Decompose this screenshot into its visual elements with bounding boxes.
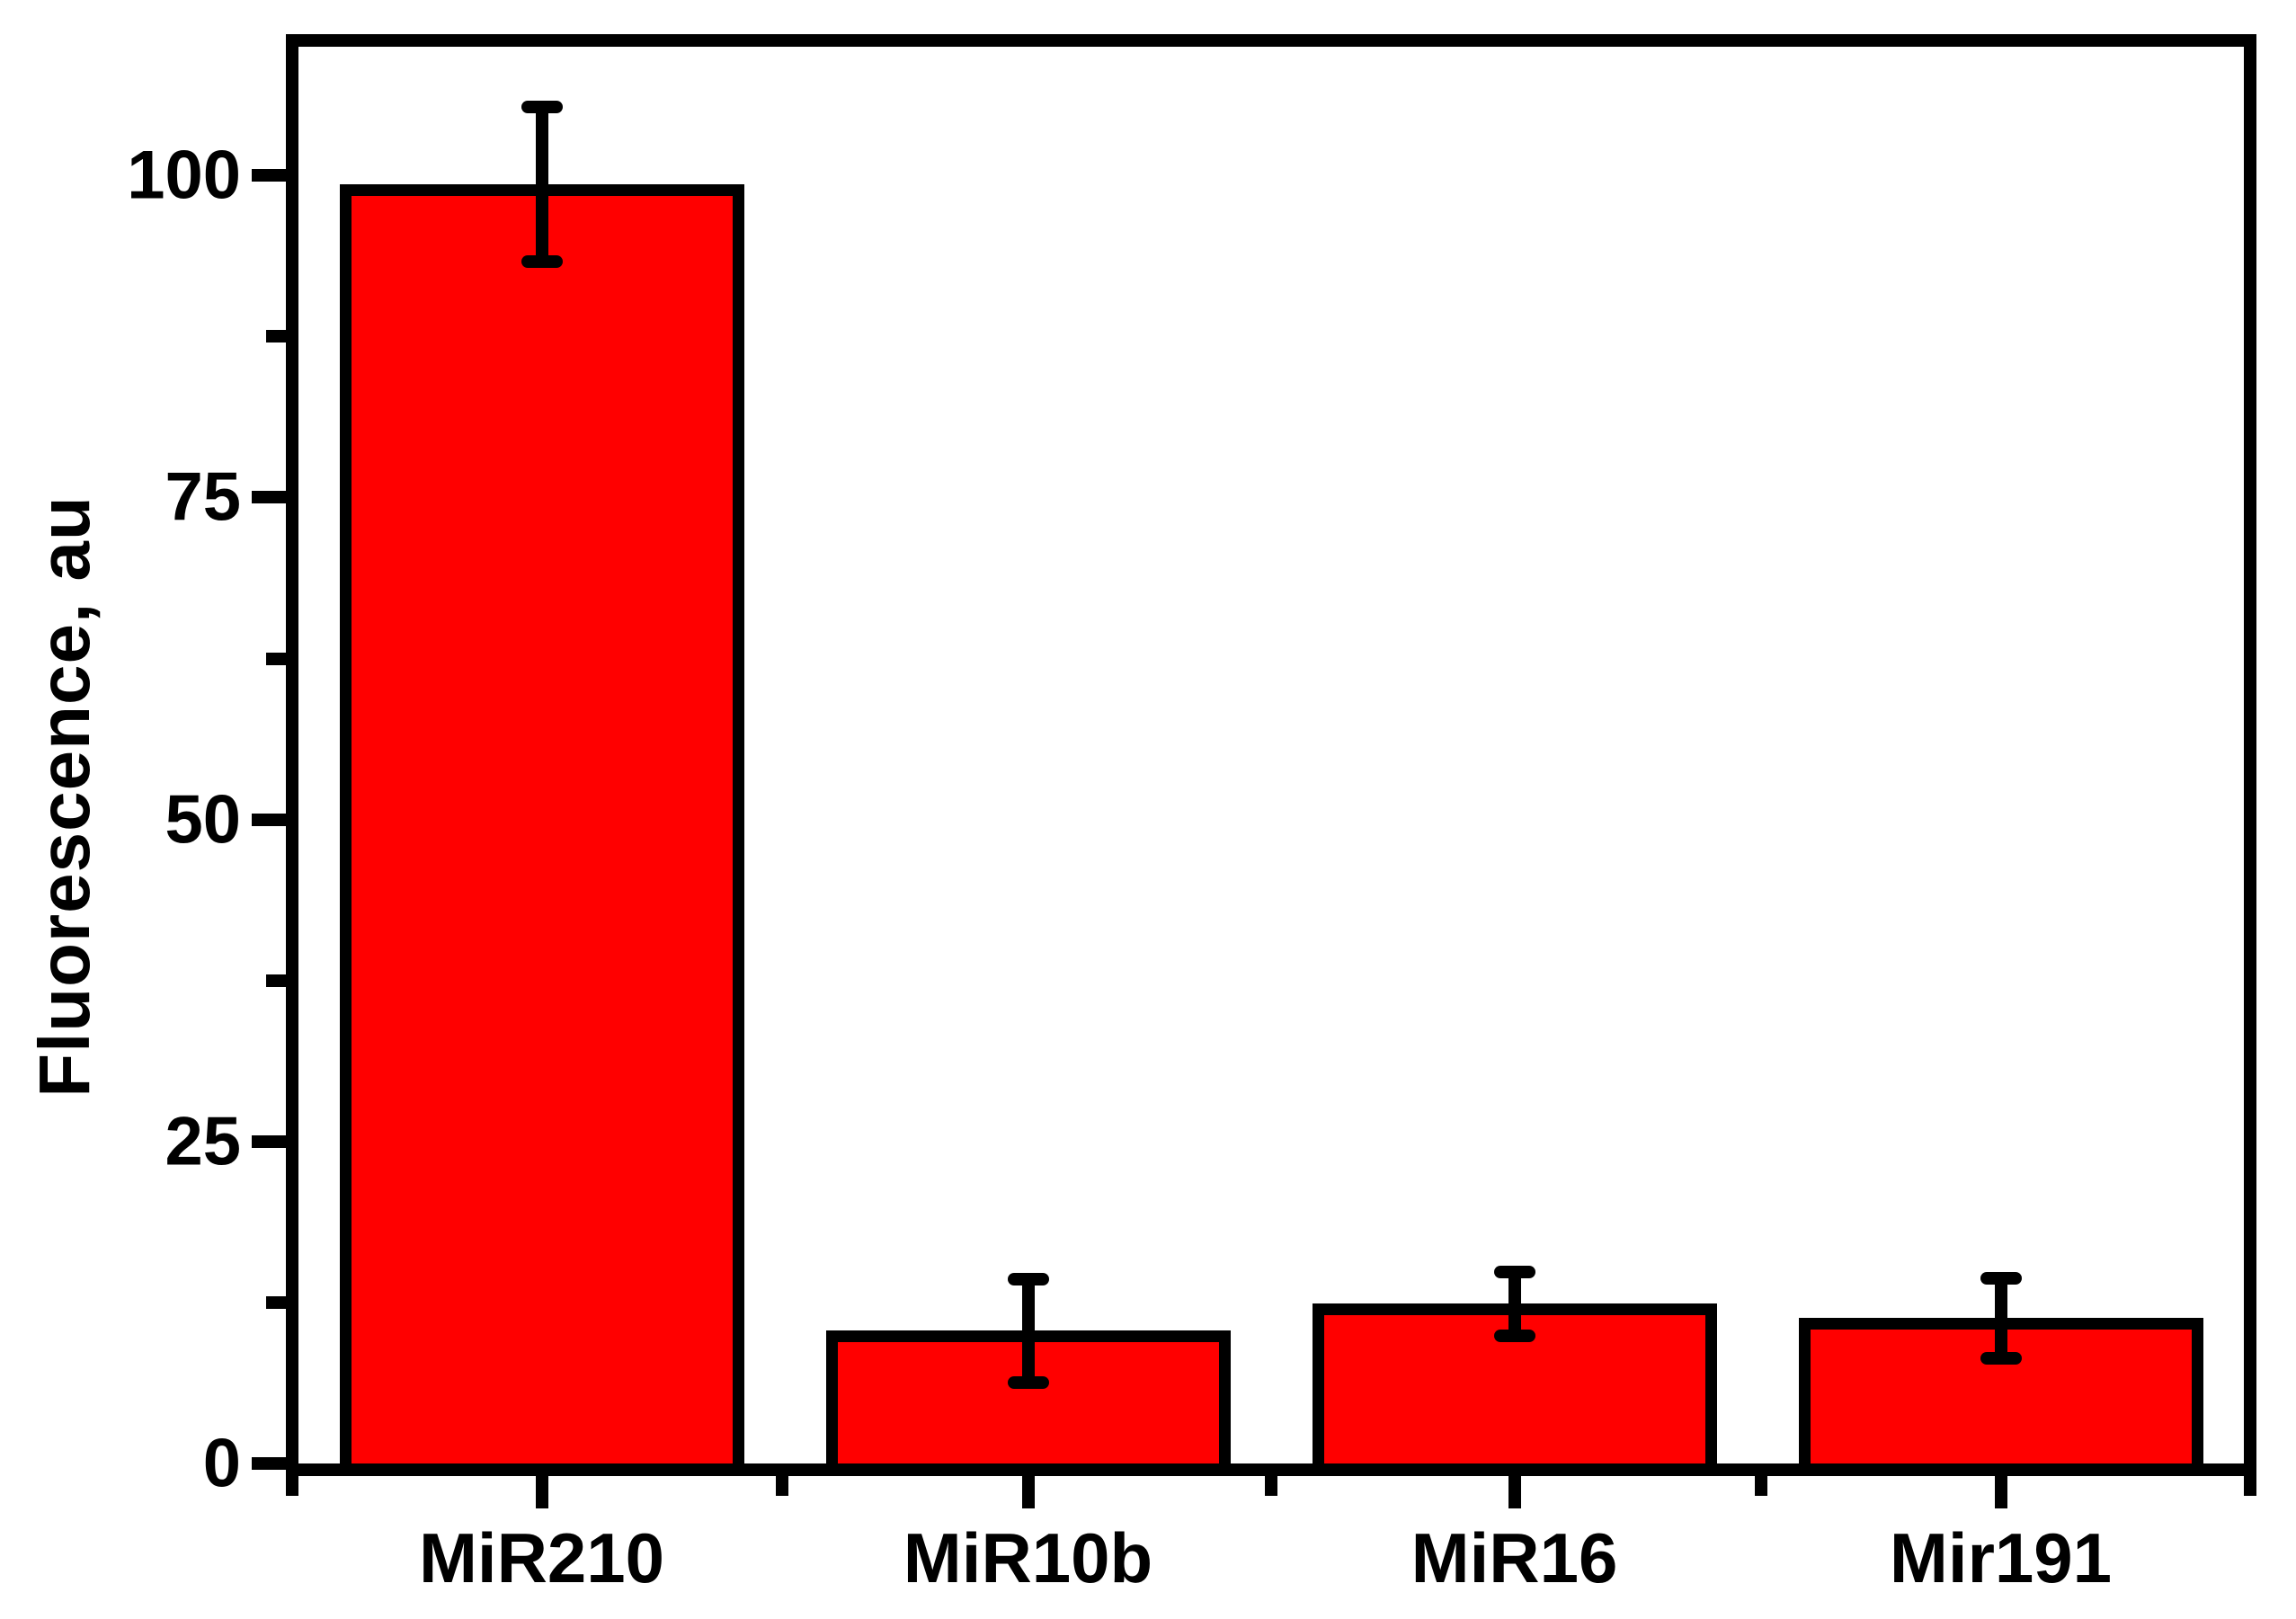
error-bar-cap-bottom: [1980, 1351, 2022, 1365]
y-major-tick: [252, 813, 286, 826]
y-minor-tick: [266, 1295, 286, 1309]
y-major-tick: [252, 169, 286, 182]
x-category-label: Mir191: [1889, 1518, 2113, 1597]
x-category-label: MiR210: [418, 1518, 665, 1597]
bar: [339, 184, 744, 1475]
error-bar-cap-bottom: [1493, 1330, 1535, 1343]
x-minor-tick: [775, 1476, 788, 1496]
x-major-tick: [1021, 1476, 1035, 1508]
y-tick-label: 25: [165, 1103, 241, 1180]
y-tick-label: 75: [165, 458, 241, 536]
error-bar-line: [1508, 1271, 1521, 1337]
x-minor-tick: [286, 1476, 298, 1496]
x-minor-tick: [1754, 1476, 1767, 1496]
y-major-tick: [252, 491, 286, 504]
error-bar-cap-top: [1007, 1273, 1049, 1286]
x-major-tick: [535, 1476, 548, 1508]
error-bar-cap-top: [521, 101, 563, 114]
error-bar-cap-top: [1980, 1271, 2022, 1285]
y-major-tick: [252, 1134, 286, 1148]
y-tick-label: 100: [127, 137, 241, 214]
x-minor-tick: [2244, 1476, 2256, 1496]
y-tick-label: 0: [202, 1425, 241, 1502]
error-bar-cap-top: [1493, 1265, 1535, 1278]
error-bar-line: [1021, 1279, 1035, 1383]
y-major-tick: [252, 1457, 286, 1470]
x-minor-tick: [1265, 1476, 1277, 1496]
x-category-label: MiR16: [1411, 1518, 1618, 1597]
error-bar-cap-bottom: [1007, 1375, 1049, 1389]
x-major-tick: [1508, 1476, 1521, 1508]
y-tick-label: 50: [165, 781, 241, 858]
x-category-label: MiR10b: [903, 1518, 1153, 1597]
error-bar-line: [535, 107, 548, 262]
x-major-tick: [1994, 1476, 2007, 1508]
y-minor-tick: [266, 652, 286, 665]
error-bar-line: [1994, 1277, 2007, 1358]
error-bar-cap-bottom: [521, 255, 563, 269]
y-minor-tick: [266, 974, 286, 987]
y-minor-tick: [266, 330, 286, 343]
